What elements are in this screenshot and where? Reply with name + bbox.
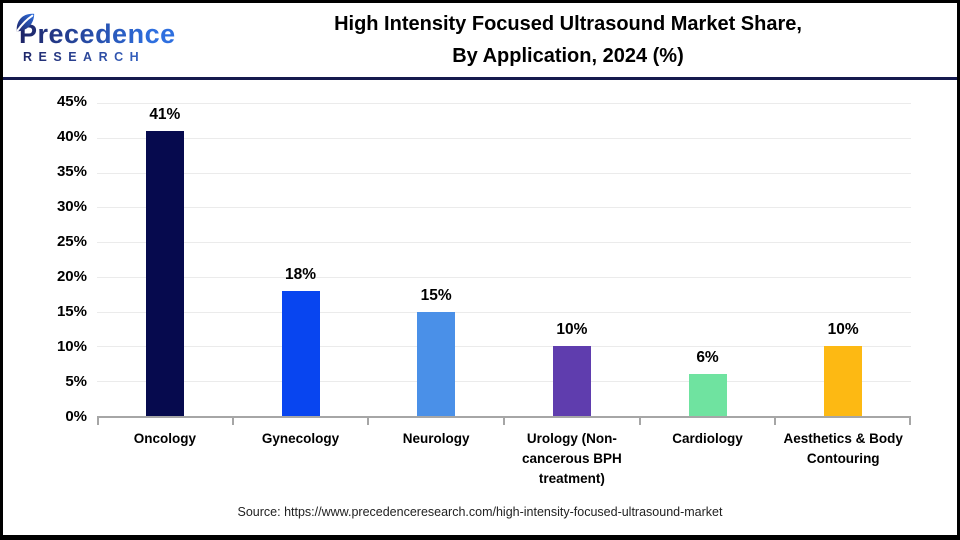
bar-gynecology	[281, 290, 320, 416]
leaf-icon	[16, 13, 35, 31]
gridline	[97, 276, 911, 278]
bar-value-label: 6%	[696, 349, 719, 367]
y-tick-label: 35%	[56, 163, 87, 180]
bar-cardiology	[688, 374, 727, 416]
x-axis-tick	[909, 418, 911, 425]
gridline	[97, 172, 911, 174]
plot-column: 41% 18% 15% 10% 6% 10% Oncology Gynecology Neur…	[97, 103, 911, 489]
y-tick-label: 25%	[56, 233, 87, 250]
gridline	[97, 207, 911, 209]
y-tick-label: 0%	[65, 408, 87, 425]
bars-row: 41% 18% 15% 10% 6% 10%	[97, 103, 911, 416]
bar-value-label: 41%	[149, 105, 181, 123]
x-axis-tick	[503, 418, 505, 425]
bar-value-label: 15%	[420, 286, 452, 304]
logo: Precedence RESEARCH	[3, 13, 193, 64]
x-axis-tick	[774, 418, 777, 425]
x-axis-label: Neurology	[402, 431, 470, 446]
gridline	[97, 381, 911, 383]
gridline	[97, 311, 911, 313]
bar-slot: 10%	[775, 103, 911, 416]
bar-chart: 0% 5% 10% 15% 20% 25% 30% 35% 40% 45% 41% 18% 15% 10…	[3, 93, 957, 489]
y-axis-labels: 0% 5% 10% 15% 20% 25% 30% 35% 40% 45%	[13, 93, 97, 425]
chart-title-line1: High Intensity Focused Ultrasound Market…	[334, 13, 802, 35]
bar-aesthetics-body-contouring	[824, 346, 863, 416]
y-tick-label: 30%	[56, 198, 87, 216]
bar-slot: 10%	[504, 103, 640, 416]
y-tick-label: 5%	[65, 373, 87, 391]
x-axis-label: Aesthetics & Body Contouring	[783, 431, 903, 466]
gridline	[97, 103, 911, 104]
bar-slot: 18%	[233, 103, 369, 416]
source-text: Source: https://www.precedenceresearch.c…	[237, 505, 723, 519]
y-tick-label: 15%	[56, 303, 87, 321]
bar-slot: 41%	[97, 103, 233, 416]
bar-urology-non-cancerous-bph-treatment	[552, 346, 591, 416]
x-axis-label: Cardiology	[672, 431, 743, 446]
chart-title: High Intensity Focused Ultrasound Market…	[193, 8, 957, 72]
x-axis-tick	[367, 418, 370, 425]
logo-subtitle: RESEARCH	[19, 50, 193, 64]
bar-oncology	[145, 130, 184, 416]
bar-slot: 15%	[368, 103, 504, 416]
bar-value-label: 10%	[556, 321, 588, 339]
header: Precedence RESEARCH High Intensity Focus…	[3, 3, 957, 80]
bar-neurology	[417, 311, 456, 416]
x-axis-tick	[638, 418, 641, 425]
x-axis-tick	[231, 418, 234, 425]
y-tick-label: 40%	[56, 128, 87, 146]
y-tick-label: 45%	[56, 93, 87, 110]
y-tick-label: 10%	[56, 338, 87, 356]
gridline	[97, 346, 911, 348]
x-axis: Oncology Gynecology Neurology Urology (Non-…	[97, 418, 911, 489]
bar-slot: 6%	[640, 103, 776, 416]
chart-title-line2: By Application, 2024 (%)	[452, 45, 684, 67]
x-axis-label: Urology (Non-cancerous BPH treatment)	[521, 431, 622, 486]
bar-value-label: 10%	[827, 321, 859, 339]
gridline	[97, 242, 911, 244]
gridline	[97, 137, 911, 139]
x-axis-label: Oncology	[133, 431, 196, 446]
bar-value-label: 18%	[284, 265, 317, 283]
y-tick-label: 20%	[56, 268, 87, 286]
x-axis-tick	[97, 418, 99, 425]
plot-area: 41% 18% 15% 10% 6% 10%	[97, 103, 911, 418]
x-axis-label: Gynecology	[261, 431, 340, 446]
logo-wordmark: Precedence	[19, 18, 176, 49]
